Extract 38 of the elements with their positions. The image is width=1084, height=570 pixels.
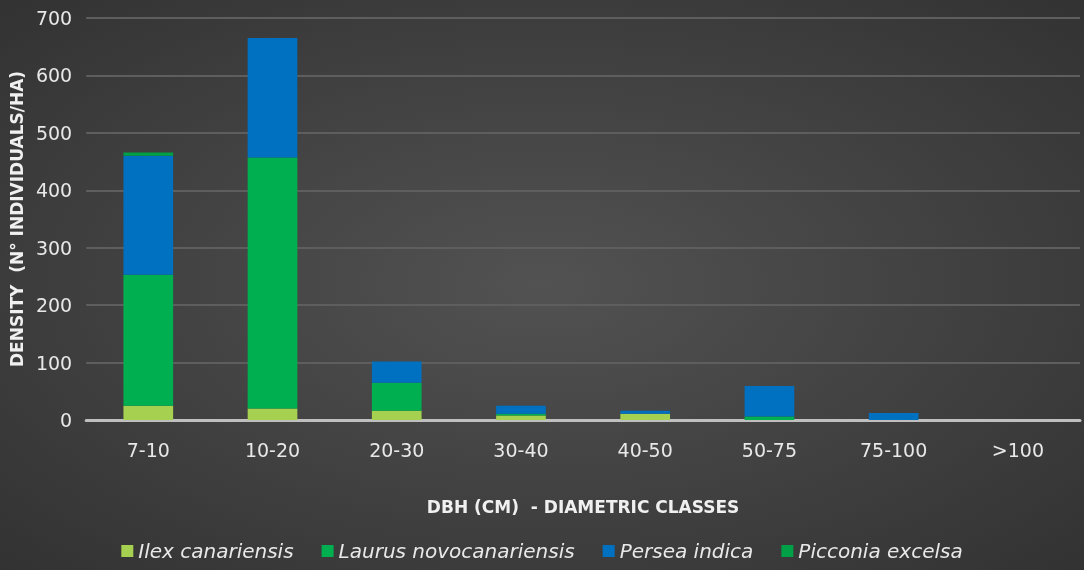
bar — [620, 413, 671, 420]
bar — [496, 415, 546, 420]
bar — [247, 157, 298, 409]
bar — [744, 386, 795, 417]
y-tick-label: 700 — [35, 7, 73, 29]
x-tick-label: 75-100 — [860, 438, 928, 461]
legend-label: Laurus novocanariensis — [338, 539, 575, 563]
legend-label: Ilex canariensis — [138, 539, 294, 563]
x-tick-label: 40-50 — [617, 438, 673, 461]
bar — [371, 410, 422, 420]
x-tick-label: 30-40 — [493, 438, 549, 461]
x-axis-title: DBH (CM) - DIAMETRIC CLASSES — [426, 496, 740, 517]
y-tick-label: 100 — [35, 351, 73, 374]
bar — [123, 405, 174, 420]
bar — [496, 405, 546, 414]
bar — [123, 274, 174, 406]
x-tick-label: 7-10 — [126, 438, 170, 461]
x-tick-label: 10-20 — [244, 438, 301, 461]
y-axis-title: DENSITY (N° INDIVIDUALS/HA) — [6, 70, 27, 368]
y-tick-label: 500 — [35, 121, 73, 144]
bar — [371, 382, 422, 411]
legend-label: Picconia excelsa — [798, 539, 963, 563]
bar — [123, 155, 174, 275]
bar — [620, 410, 671, 414]
x-tick-label: >100 — [991, 438, 1044, 461]
bar — [123, 152, 174, 156]
x-tick-label: 20-30 — [369, 438, 425, 461]
legend-label: Persea indica — [619, 539, 754, 563]
y-tick-label: 300 — [35, 236, 73, 259]
x-tick-label: 50-75 — [741, 438, 798, 461]
bar — [371, 361, 422, 383]
y-tick-label: 600 — [35, 64, 73, 87]
y-tick-label: 400 — [35, 179, 73, 202]
bar — [868, 413, 919, 420]
bar — [247, 408, 298, 420]
y-tick-label: 0 — [60, 409, 73, 431]
y-tick-label: 200 — [35, 294, 73, 317]
bar — [247, 38, 298, 158]
